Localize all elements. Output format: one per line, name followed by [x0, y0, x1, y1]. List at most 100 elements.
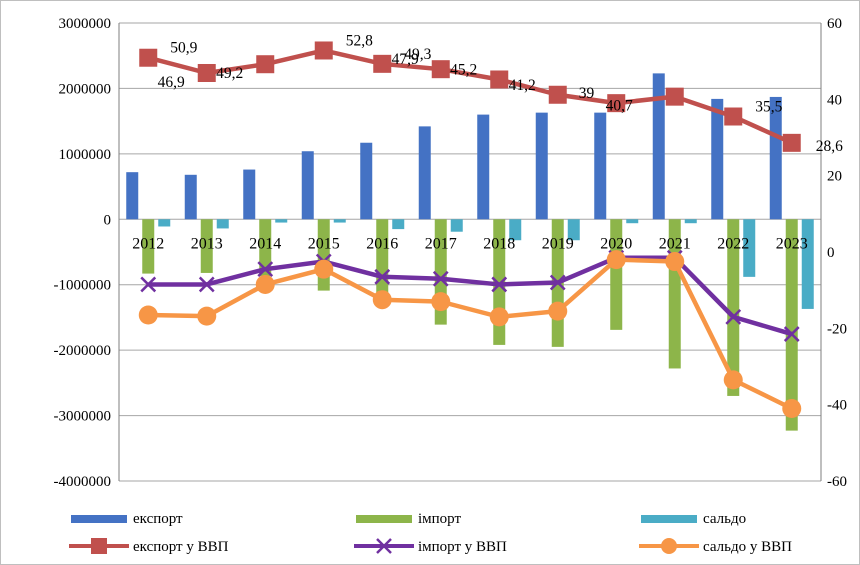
- point: [138, 305, 158, 325]
- point: [489, 307, 509, 327]
- right-axis-tick-label: 20: [827, 169, 842, 185]
- bar: [200, 219, 213, 273]
- data-label: 49,2: [216, 65, 243, 82]
- right-axis-tick-label: 60: [827, 16, 842, 32]
- point: [197, 63, 216, 82]
- legend-label: імпорт у ВВП: [418, 539, 507, 555]
- point: [255, 274, 275, 294]
- legend-item: експорт: [71, 511, 183, 527]
- point: [372, 290, 392, 310]
- point: [314, 259, 334, 279]
- bar: [275, 219, 288, 223]
- bar: [184, 174, 197, 220]
- data-label: 41,2: [509, 77, 536, 94]
- bar: [259, 219, 272, 277]
- bar: [142, 219, 155, 274]
- point: [140, 276, 157, 293]
- series-line: [148, 255, 793, 337]
- bar: [243, 169, 256, 220]
- series-line: [148, 257, 793, 411]
- bar: [610, 219, 623, 330]
- category-label: 2015: [308, 235, 340, 252]
- legend-item: сальдо у ВВП: [639, 538, 792, 555]
- legend-label: сальдо: [703, 511, 746, 527]
- data-label: 49,3: [404, 46, 431, 63]
- data-label: 40,7: [606, 98, 633, 115]
- gridlines: [119, 22, 821, 482]
- point: [606, 250, 626, 270]
- point: [549, 274, 566, 291]
- right-axis-tick-label: 0: [827, 245, 835, 261]
- left-axis-tick-label: 1000000: [59, 147, 112, 163]
- point: [665, 252, 685, 272]
- left-axis-tick-label: -3000000: [54, 409, 112, 425]
- series-line: [147, 48, 793, 145]
- bar: [727, 219, 740, 396]
- category-label: 2012: [132, 235, 164, 252]
- data-label: 47,9: [392, 51, 419, 68]
- category-label: 2016: [366, 235, 398, 252]
- bar: [450, 219, 463, 232]
- bar: [535, 112, 548, 220]
- point: [256, 55, 275, 74]
- category-label: 2021: [659, 235, 691, 252]
- data-label: 39: [579, 85, 595, 102]
- legend-label: експорт: [133, 511, 183, 527]
- point: [782, 133, 801, 152]
- bar: [594, 112, 607, 220]
- point: [607, 94, 626, 113]
- bar: [418, 126, 431, 220]
- legend-label: імпорт: [418, 511, 461, 527]
- data-label: 28,6: [816, 138, 843, 155]
- point: [724, 107, 743, 126]
- bar-series-2: [142, 219, 798, 431]
- category-label: 2013: [191, 235, 223, 252]
- bar: [626, 219, 639, 224]
- point: [431, 292, 451, 312]
- point: [257, 261, 274, 278]
- point: [198, 276, 215, 293]
- bar: [785, 219, 798, 431]
- legend-item: сальдо: [641, 511, 746, 527]
- bar: [477, 114, 490, 220]
- legend: експорт імпорт сальдо експорт у ВВП імпорт у…: [69, 511, 792, 555]
- point: [197, 306, 217, 326]
- bar: [509, 219, 522, 241]
- category-label: 2019: [542, 235, 574, 252]
- bar: [317, 219, 330, 291]
- left-axis-tick-label: 0: [104, 212, 112, 228]
- point: [548, 85, 567, 104]
- bar: [158, 219, 171, 227]
- data-label: 45,2: [450, 61, 477, 78]
- line-series-1: [139, 41, 801, 152]
- point: [782, 398, 802, 418]
- legend-item: імпорт: [356, 511, 461, 527]
- bar: [801, 219, 814, 309]
- right-axis-tick-label: -60: [827, 474, 847, 490]
- point: [783, 326, 800, 342]
- left-axis-tick-label: 2000000: [59, 81, 112, 97]
- data-label: 52,8: [346, 32, 373, 49]
- category-label: 2017: [425, 235, 457, 252]
- point: [314, 41, 333, 60]
- data-label: 46,9: [158, 74, 185, 91]
- point: [374, 268, 391, 285]
- legend-swatch: [641, 515, 697, 523]
- left-axis-tick-label: -4000000: [54, 474, 112, 490]
- bar: [567, 219, 580, 241]
- bar: [769, 96, 782, 220]
- legend-swatch: [71, 515, 127, 523]
- category-label: 2014: [249, 235, 281, 252]
- line-series-3: [138, 250, 802, 418]
- bar: [360, 142, 373, 220]
- bar: [711, 98, 724, 220]
- bar: [126, 172, 139, 220]
- left-axis-tick-label: -1000000: [54, 278, 112, 294]
- right-axis-tick-label: 40: [827, 92, 842, 108]
- point: [723, 370, 743, 390]
- point: [548, 301, 568, 321]
- point: [139, 48, 158, 67]
- legend-item: експорт у ВВП: [69, 538, 229, 555]
- bar: [684, 219, 697, 224]
